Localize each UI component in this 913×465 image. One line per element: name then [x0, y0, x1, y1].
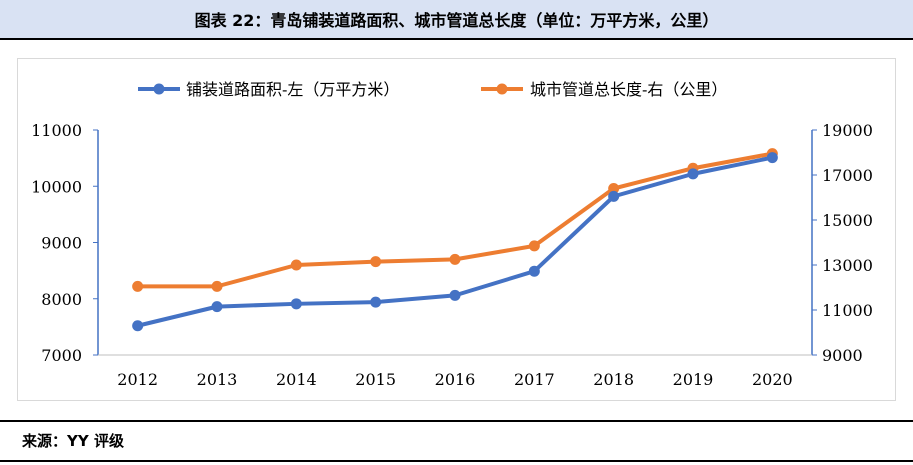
source-text: 来源：YY 评级	[22, 432, 124, 450]
x-tick-label: 2015	[355, 370, 396, 389]
series-2-point	[370, 256, 382, 268]
series-1-point	[211, 301, 223, 313]
series-1-point	[687, 168, 699, 180]
legend-label-series1: 铺装道路面积-左（万平方米）	[186, 80, 399, 99]
series	[132, 148, 778, 332]
y-right-tick-label: 17000	[822, 166, 873, 185]
y-left-tick-label: 11000	[31, 121, 82, 140]
y-left-tick-label: 7000	[41, 346, 82, 365]
y-right-tick-label: 13000	[822, 256, 873, 275]
series-2-point	[132, 280, 144, 292]
series-2-point	[528, 240, 540, 252]
series-1-point	[449, 289, 461, 301]
x-tick-label: 2016	[435, 370, 476, 389]
y-right-tick-label: 15000	[822, 211, 873, 230]
series-1-point	[766, 152, 778, 164]
series-1-point	[608, 190, 620, 202]
series-1-point	[132, 320, 144, 332]
x-tick-label: 2020	[752, 370, 793, 389]
series-line-2	[137, 151, 773, 289]
y-left-tick-label: 10000	[31, 177, 82, 196]
chart-frame	[17, 58, 896, 401]
y-right-tick-label: 19000	[822, 121, 873, 140]
series-1-point	[290, 298, 302, 310]
y-left-tick-label: 9000	[41, 234, 82, 253]
x-tick-label: 2014	[276, 370, 317, 389]
series-2-point	[608, 183, 620, 194]
legend-item-series2: 城市管道总长度-右（公里）	[481, 80, 727, 99]
series-2-point	[211, 280, 223, 292]
chart-title: 图表 22：青岛铺装道路面积、城市管道总长度（单位：万平方米，公里）	[194, 11, 719, 30]
x-tick-label: 2017	[514, 370, 555, 389]
source-divider-bottom	[0, 460, 913, 462]
axes: 7000 8000 9000 10000 11000 9000 11000 13000 1500…	[31, 121, 873, 389]
x-tick-label: 2013	[197, 370, 238, 389]
x-tick-label: 2019	[673, 370, 714, 389]
series-1-point	[528, 265, 540, 277]
y-left-tick-label: 8000	[41, 290, 82, 309]
x-tick-label: 2018	[593, 370, 634, 389]
y-right-tick-label: 11000	[822, 301, 873, 320]
legend-label-series2: 城市管道总长度-右（公里）	[530, 80, 727, 99]
x-tick-label: 2012	[117, 370, 158, 389]
source-divider-top	[0, 420, 913, 422]
y-right-tick-label: 9000	[822, 346, 863, 365]
series-2-point	[290, 259, 302, 271]
series-2-point	[449, 253, 461, 265]
legend: 铺装道路面积-左（万平方米） 城市管道总长度-右（公里）	[138, 80, 727, 99]
title-bar: 图表 22：青岛铺装道路面积、城市管道总长度（单位：万平方米，公里）	[0, 0, 913, 40]
legend-item-series1: 铺装道路面积-左（万平方米）	[138, 80, 399, 99]
series-1-point	[370, 296, 382, 308]
